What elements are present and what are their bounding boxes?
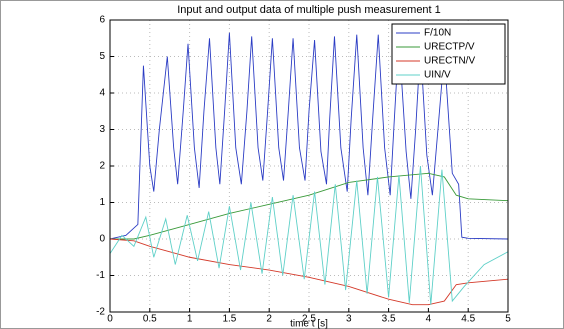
legend-label: UIN/V [424,70,451,81]
x-tick-label: 4 [426,314,432,325]
x-tick-label: 3.5 [382,314,396,325]
x-tick-label: 1.5 [222,314,236,325]
x-tick-label: 5 [505,314,511,325]
y-tick-label: -1 [96,270,105,281]
series-line [109,32,509,240]
series-line [109,165,509,305]
y-tick-label: 0 [99,234,105,245]
x-tick-label: 2 [266,314,272,325]
x-tick-label: 0 [107,314,113,325]
y-tick-label: 5 [99,51,105,62]
legend-label: F/10N [424,28,451,39]
series-line [109,238,509,306]
x-tick-label: 3 [346,314,352,325]
y-tick-label: 6 [99,15,105,26]
x-tick-label: 0.5 [143,314,157,325]
y-tick-label: -2 [96,307,105,318]
series-line [110,172,509,240]
legend-box [391,23,506,85]
axes-box [109,19,509,313]
y-tick-label: 4 [99,88,105,99]
x-axis-label: time t [s] [290,319,328,329]
x-tick-label: 1 [187,314,193,325]
chart-title: Input and output data of multiple push m… [177,4,441,16]
x-tick-label: 4.5 [461,314,475,325]
y-tick-label: 2 [99,161,105,172]
y-tick-label: 3 [99,124,105,135]
y-tick-label: 1 [99,197,105,208]
legend-label: URECTP/V [424,42,475,53]
legend-label: URECTN/V [424,56,475,67]
x-tick-label: 2.5 [302,314,316,325]
